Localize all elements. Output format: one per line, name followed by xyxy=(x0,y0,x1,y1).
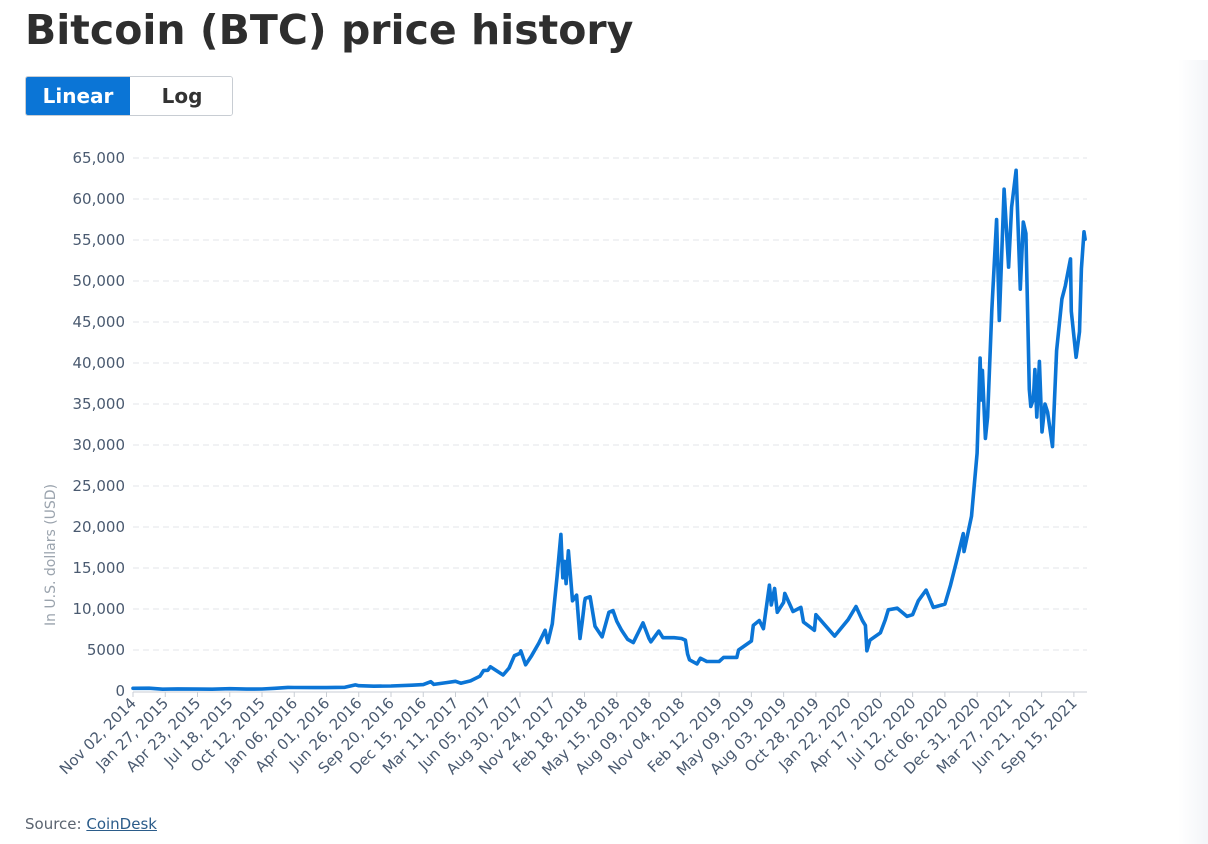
y-tick-label: 15,000 xyxy=(73,559,126,577)
page-title: Bitcoin (BTC) price history xyxy=(25,6,634,54)
y-axis-ticks: 0 5000 10,000 15,000 20,000 25,000 30,000 35,00… xyxy=(73,149,126,700)
y-tick-label: 0 xyxy=(115,682,125,700)
series-layer xyxy=(131,168,1087,691)
coindesk-source-link[interactable]: CoinDesk xyxy=(86,815,157,833)
y-tick-label: 35,000 xyxy=(73,395,126,413)
y-tick-label: 55,000 xyxy=(73,231,126,249)
y-tick-label: 45,000 xyxy=(73,313,126,331)
right-edge-shadow xyxy=(1178,60,1208,844)
grid-lines xyxy=(133,157,1087,693)
y-tick-label: 50,000 xyxy=(73,272,126,290)
y-tick-label: 10,000 xyxy=(73,600,126,618)
y-tick-label: 25,000 xyxy=(73,477,126,495)
y-tick-label: 60,000 xyxy=(73,190,126,208)
y-tick-label: 40,000 xyxy=(73,354,126,372)
y-tick-label: 5000 xyxy=(87,641,125,659)
price-line-chart: 0 5000 10,000 15,000 20,000 25,000 30,000 35,00… xyxy=(43,149,1087,779)
scale-toggle: Linear Log xyxy=(25,76,233,116)
btc-price-line xyxy=(131,168,1087,691)
y-tick-label: 20,000 xyxy=(73,518,126,536)
log-scale-button[interactable]: Log xyxy=(130,77,232,115)
linear-scale-button[interactable]: Linear xyxy=(26,77,130,115)
y-tick-label: 30,000 xyxy=(73,436,126,454)
source-note: Source: CoinDesk xyxy=(25,815,157,833)
y-axis-label: In U.S. dollars (USD) xyxy=(43,484,59,626)
y-tick-label: 65,000 xyxy=(73,149,126,167)
source-label: Source: xyxy=(25,815,82,833)
